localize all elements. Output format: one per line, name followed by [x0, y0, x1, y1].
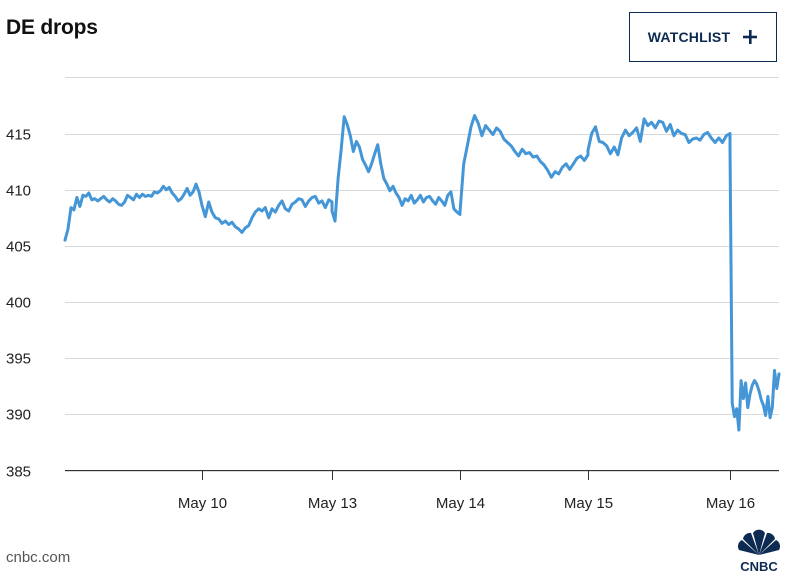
x-tick-label: May 14: [436, 495, 485, 512]
y-tick-label: 385: [6, 464, 31, 481]
y-tick-label: 405: [6, 239, 31, 256]
x-axis: May 10 May 13 May 14 May 15 May 16: [65, 470, 779, 512]
y-tick-label: 410: [6, 183, 31, 200]
watchlist-label: WATCHLIST: [647, 29, 731, 45]
price-line: [63, 114, 781, 432]
x-tick-label: May 13: [308, 495, 357, 512]
y-tick-label: 395: [6, 351, 31, 368]
x-tick-label: May 10: [178, 495, 227, 512]
chart-title: DE drops: [6, 16, 98, 39]
y-axis-labels: 385 390 395 400 405 410 415: [6, 127, 31, 481]
grid-lines: [65, 77, 779, 472]
x-tick-label: May 15: [564, 495, 613, 512]
y-tick-label: 415: [6, 127, 31, 144]
price-series: [63, 114, 781, 432]
x-tick-label: May 16: [706, 495, 755, 512]
plus-icon: [743, 30, 758, 44]
cnbc-peacock-logo: CNBC: [737, 529, 781, 573]
y-tick-label: 400: [6, 295, 31, 312]
source-label: cnbc.com: [6, 549, 71, 566]
watchlist-button[interactable]: WATCHLIST: [629, 12, 777, 62]
y-tick-label: 390: [6, 407, 31, 424]
logo-text: CNBC: [740, 559, 778, 573]
